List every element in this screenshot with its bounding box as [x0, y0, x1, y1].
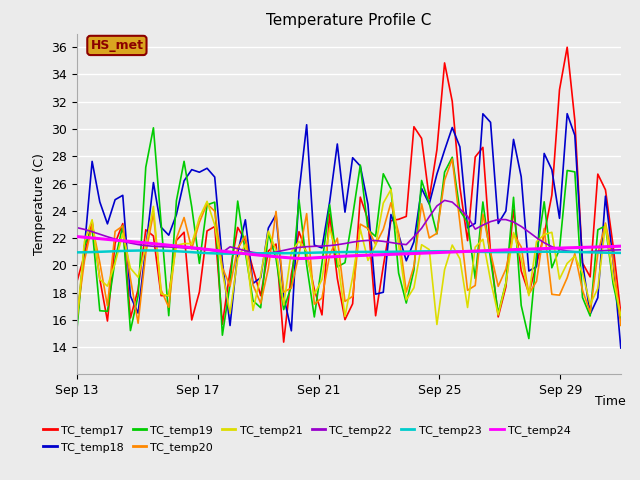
TC_temp17: [586, 274, 594, 280]
TC_temp18: [204, 166, 211, 171]
TC_temp22: [73, 225, 81, 230]
TC_temp22: [150, 243, 157, 249]
TC_temp23: [586, 250, 594, 255]
TC_temp20: [441, 177, 449, 183]
TC_temp24: [73, 234, 81, 240]
TC_temp24: [426, 250, 433, 256]
Legend: TC_temp17, TC_temp18, TC_temp19, TC_temp20, TC_temp21, TC_temp22, TC_temp23, TC_: TC_temp17, TC_temp18, TC_temp19, TC_temp…: [39, 421, 575, 457]
TC_temp24: [257, 252, 264, 258]
TC_temp17: [280, 339, 287, 345]
TC_temp18: [563, 111, 571, 117]
TC_temp23: [617, 250, 625, 256]
TC_temp17: [257, 293, 264, 299]
TC_temp23: [433, 248, 441, 254]
TC_temp17: [449, 98, 456, 104]
TC_temp22: [456, 206, 464, 212]
TC_temp23: [395, 249, 403, 254]
TC_temp17: [73, 279, 81, 285]
TC_temp23: [226, 251, 234, 256]
TC_temp21: [586, 302, 594, 308]
TC_temp20: [617, 323, 625, 328]
TC_temp20: [449, 156, 456, 162]
TC_temp19: [426, 201, 433, 206]
TC_temp17: [150, 233, 157, 239]
TC_temp19: [449, 155, 456, 160]
TC_temp17: [563, 44, 571, 50]
TC_temp22: [441, 197, 449, 203]
TC_temp19: [387, 186, 395, 192]
TC_temp24: [617, 243, 625, 249]
Line: TC_temp21: TC_temp21: [77, 190, 621, 324]
Line: TC_temp22: TC_temp22: [77, 200, 621, 253]
TC_temp22: [257, 251, 264, 256]
Line: TC_temp19: TC_temp19: [77, 128, 621, 338]
Line: TC_temp23: TC_temp23: [77, 251, 621, 253]
TC_temp18: [418, 186, 426, 192]
TC_temp18: [380, 289, 387, 295]
TC_temp21: [456, 256, 464, 262]
TC_temp21: [150, 204, 157, 209]
TC_temp19: [617, 316, 625, 322]
TC_temp22: [586, 249, 594, 254]
TC_temp17: [426, 196, 433, 202]
TC_temp21: [433, 322, 441, 327]
TC_temp21: [617, 312, 625, 318]
TC_temp18: [257, 275, 264, 281]
TC_temp22: [426, 214, 433, 220]
TC_temp24: [387, 252, 395, 257]
Line: TC_temp24: TC_temp24: [77, 237, 621, 259]
TC_temp20: [204, 201, 211, 206]
TC_temp20: [380, 227, 387, 232]
TC_temp19: [157, 220, 165, 226]
TC_temp19: [586, 313, 594, 319]
TC_temp21: [257, 273, 264, 278]
Line: TC_temp20: TC_temp20: [77, 159, 621, 325]
TC_temp23: [73, 250, 81, 255]
TC_temp19: [150, 125, 157, 131]
TC_temp24: [295, 256, 303, 262]
Text: Time: Time: [595, 395, 626, 408]
Line: TC_temp18: TC_temp18: [77, 114, 621, 348]
TC_temp18: [150, 180, 157, 185]
TC_temp21: [380, 200, 387, 206]
TC_temp21: [387, 187, 395, 192]
Line: TC_temp17: TC_temp17: [77, 47, 621, 342]
TC_temp21: [426, 247, 433, 252]
TC_temp22: [617, 247, 625, 252]
TC_temp17: [387, 218, 395, 224]
TC_temp24: [150, 241, 157, 247]
TC_temp23: [142, 248, 150, 253]
TC_temp17: [617, 311, 625, 316]
Text: HS_met: HS_met: [90, 39, 143, 52]
Y-axis label: Temperature (C): Temperature (C): [33, 153, 45, 255]
TC_temp20: [150, 210, 157, 216]
TC_temp21: [73, 320, 81, 326]
TC_temp22: [387, 240, 395, 245]
TC_temp20: [73, 315, 81, 321]
TC_temp24: [449, 249, 456, 255]
TC_temp20: [418, 201, 426, 207]
TC_temp22: [264, 250, 272, 256]
TC_temp23: [157, 248, 165, 253]
TC_temp19: [73, 328, 81, 334]
TC_temp23: [272, 251, 280, 256]
TC_temp18: [441, 147, 449, 153]
TC_temp19: [264, 230, 272, 236]
TC_temp23: [456, 249, 464, 254]
TC_temp18: [73, 320, 81, 326]
TC_temp24: [204, 247, 211, 252]
Title: Temperature Profile C: Temperature Profile C: [266, 13, 431, 28]
TC_temp18: [617, 345, 625, 351]
TC_temp19: [525, 336, 532, 341]
TC_temp20: [257, 300, 264, 306]
